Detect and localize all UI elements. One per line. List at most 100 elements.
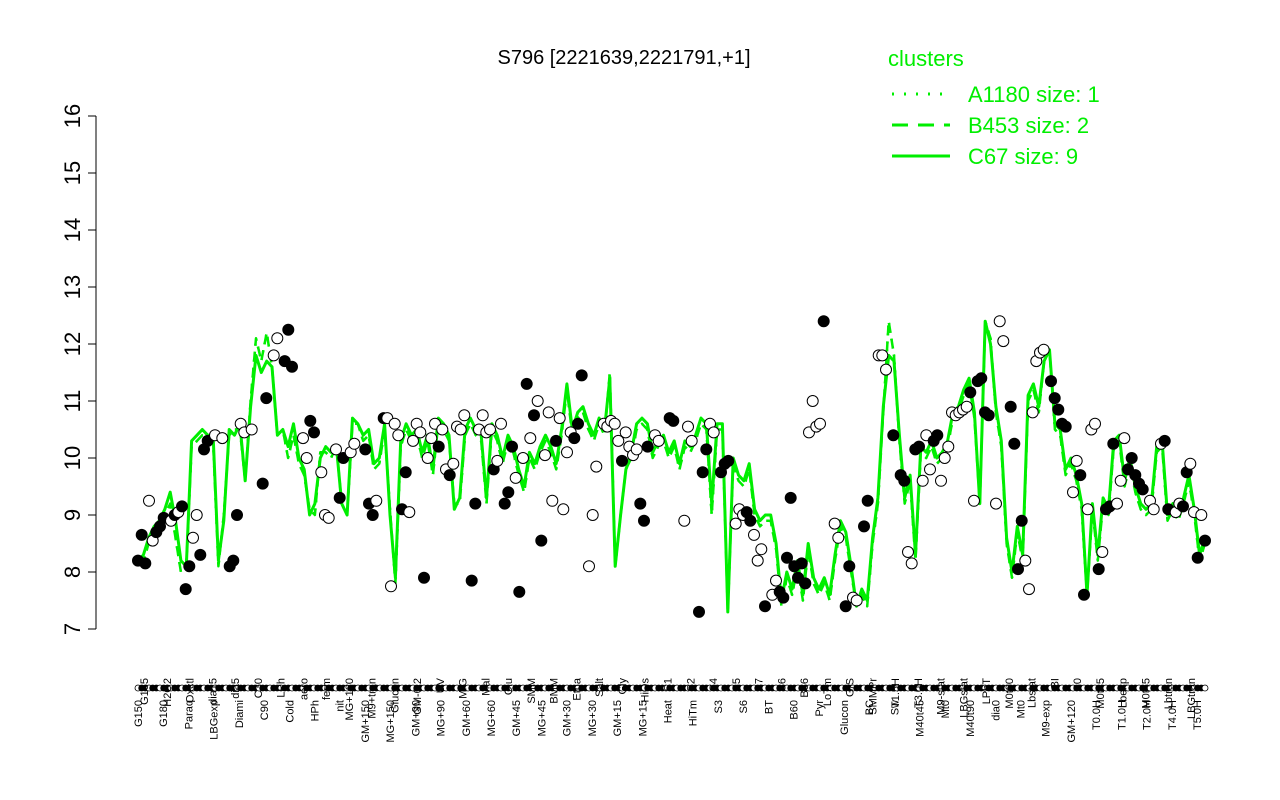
data-point: [348, 437, 361, 450]
data-point: [1045, 375, 1057, 388]
data-point: [495, 417, 507, 430]
x-tick-label: BI: [1049, 678, 1061, 688]
y-tick-label: 8: [60, 566, 85, 578]
data-point: [968, 494, 980, 507]
x-tick-label: Pyr: [814, 700, 826, 717]
y-tick-label: 16: [60, 104, 85, 128]
x-tick-label: B36: [799, 678, 811, 698]
data-point: [814, 417, 826, 430]
data-point: [1096, 546, 1109, 558]
series-line-dotted: [138, 319, 1207, 614]
data-point: [942, 440, 955, 453]
data-point: [1177, 500, 1189, 513]
data-point: [898, 474, 911, 487]
data-point: [568, 432, 581, 445]
data-point: [1147, 503, 1160, 516]
x-tick-label: M0t45: [1141, 678, 1153, 709]
x-tick-label: G150: [133, 700, 145, 727]
data-point: [586, 509, 599, 521]
data-point: [993, 315, 1006, 328]
x-tick-label: ferm: [321, 678, 333, 700]
x-tick-label: MG+15: [637, 700, 649, 736]
data-point: [135, 528, 148, 541]
data-point: [179, 583, 192, 596]
data-point: [1004, 400, 1017, 413]
data-point: [414, 426, 427, 439]
data-point: [531, 395, 544, 407]
x-tick-label: B60: [789, 700, 801, 720]
x-tick-label: C90: [259, 700, 271, 720]
x-tick-label: MG+150: [385, 700, 397, 743]
data-point: [693, 605, 705, 618]
x-tick-label: HPh: [310, 700, 322, 721]
data-point: [535, 534, 548, 547]
x-tick-label: M40t45: [915, 700, 927, 737]
x-tick-label: Mt0: [1016, 700, 1028, 718]
data-point: [282, 323, 295, 336]
data-point: [260, 392, 273, 405]
data-point: [513, 585, 526, 598]
data-point: [297, 432, 309, 445]
x-tick-label: SMM: [526, 678, 538, 704]
x-tick-label: H2O2: [162, 678, 174, 707]
data-point: [465, 574, 478, 587]
x-tick-label: Gly: [617, 678, 629, 695]
data-point: [469, 497, 482, 510]
data-point: [1070, 454, 1083, 467]
data-point: [777, 591, 790, 604]
y-tick-label: 10: [60, 446, 85, 470]
y-tick-label: 11: [60, 390, 85, 413]
x-tick-label: BT: [763, 700, 775, 714]
x-tick-label: MG+120: [344, 678, 356, 721]
data-point: [227, 554, 240, 567]
data-point: [781, 551, 793, 564]
x-tick-label: GM+30: [562, 700, 574, 736]
data-point: [700, 443, 713, 456]
data-point: [1184, 457, 1197, 470]
data-point: [308, 426, 320, 439]
x-tick-label: BMM: [549, 678, 561, 704]
data-point: [902, 546, 914, 558]
data-point: [935, 474, 947, 487]
data-point: [634, 497, 647, 510]
x-tick-label: Sw: [889, 700, 901, 715]
data-point: [832, 531, 845, 544]
x-tick-label: MG+90: [436, 700, 448, 736]
x-tick-label: HiOs: [640, 678, 652, 703]
x-tick-label: Etha: [572, 677, 584, 701]
x-tick-label: Mt0: [940, 700, 952, 718]
x-tick-label: T0.0H: [1091, 700, 1103, 730]
data-point: [839, 600, 852, 613]
data-point: [641, 440, 654, 453]
data-point: [667, 414, 680, 427]
data-point: [795, 557, 808, 570]
data-point: [806, 395, 819, 407]
data-point: [630, 443, 643, 456]
x-tick-label: MG+45: [536, 700, 548, 736]
data-point: [517, 452, 529, 464]
data-point: [187, 531, 199, 544]
data-point: [443, 469, 456, 482]
data-point: [616, 454, 628, 467]
x-tick-label: G135: [139, 678, 151, 705]
data-point: [924, 463, 936, 476]
data-point: [916, 474, 929, 487]
y-tick-label: 7: [60, 623, 85, 635]
data-point: [590, 460, 603, 473]
x-tick-label: M9-exp: [1041, 700, 1053, 737]
data-point: [678, 514, 691, 527]
y-axis: 7 8 9 10 11 12 13 14 15 16: [60, 104, 97, 635]
data-point: [553, 412, 566, 425]
x-tick-label: M0t90: [1004, 678, 1016, 709]
data-point: [876, 349, 889, 362]
data-point: [370, 494, 383, 507]
data-point: [850, 594, 863, 607]
x-tick-label: Oxctl: [185, 678, 197, 703]
data-point: [231, 509, 243, 521]
data-point: [1023, 583, 1035, 596]
x-tick-label: S7: [754, 678, 766, 691]
x-tick-label: Paraq: [183, 700, 195, 729]
data-point: [685, 434, 698, 447]
data-point: [315, 466, 328, 479]
